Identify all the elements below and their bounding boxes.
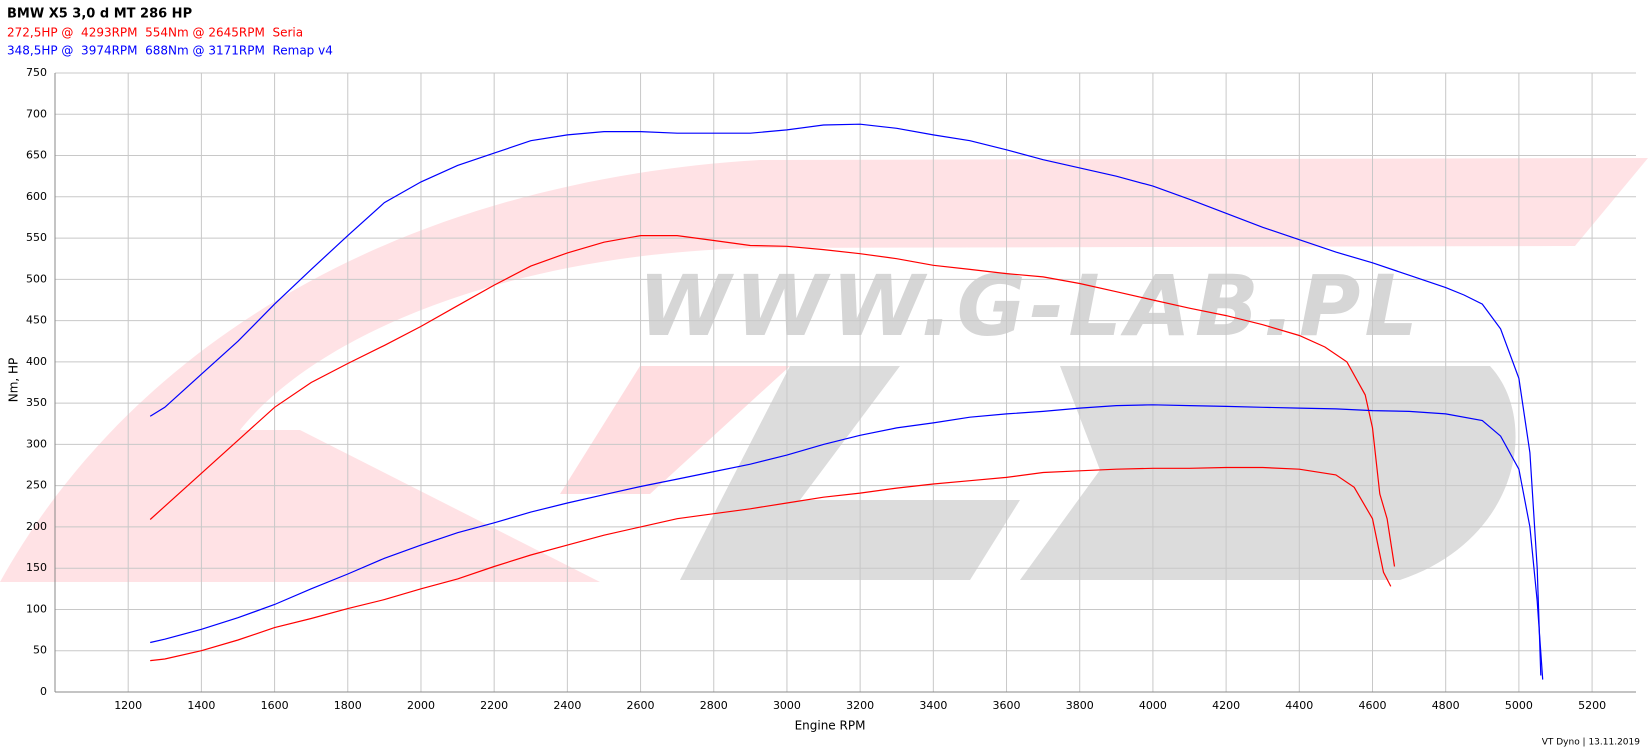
y-tick-label: 400 [26,355,47,368]
y-tick-label: 50 [33,644,47,657]
y-tick-label: 750 [26,66,47,79]
y-tick-label: 350 [26,396,47,409]
y-tick-label: 150 [26,561,47,574]
series-line [149,123,1542,676]
x-tick-label: 3200 [846,699,874,712]
y-tick-label: 650 [26,149,47,162]
x-tick-label: 4000 [1139,699,1167,712]
y-tick-label: 700 [26,107,47,120]
y-tick-label: 550 [26,231,47,244]
y-tick-label: 600 [26,190,47,203]
x-tick-label: 3000 [773,699,801,712]
x-tick-label: 2200 [480,699,508,712]
x-tick-label: 3800 [1066,699,1094,712]
x-tick-label: 1600 [261,699,289,712]
x-tick-label: 4400 [1285,699,1313,712]
series-line [150,404,1544,680]
x-tick-label: 5000 [1505,699,1533,712]
x-tick-label: 4800 [1432,699,1460,712]
watermark-logo [0,158,1648,582]
y-tick-label: 200 [26,520,47,533]
y-tick-label: 100 [26,602,47,615]
watermark-text: WWW.G-LAB.PL [638,257,1422,355]
x-tick-label: 1200 [114,699,142,712]
x-tick-label: 4600 [1359,699,1387,712]
x-tick-label: 5200 [1578,699,1606,712]
x-axis-label: Engine RPM [795,719,866,733]
y-tick-label: 250 [26,479,47,492]
x-tick-label: 1400 [187,699,215,712]
series-line [150,466,1392,662]
x-tick-label: 3600 [993,699,1021,712]
watermark-swoosh [0,158,1648,582]
series-line [149,235,1396,567]
chart-title: BMW X5 3,0 d MT 286 HP [7,7,192,22]
x-tick-label: 1800 [334,699,362,712]
watermark-shape [1020,366,1516,580]
watermark-shape [560,366,790,494]
legend-entry: 348,5HP @ 3974RPM 688Nm @ 3171RPM Remap … [7,44,333,58]
y-tick-label: 0 [40,685,47,698]
x-tick-label: 2800 [700,699,728,712]
x-tick-label: 2400 [553,699,581,712]
x-tick-label: 2000 [407,699,435,712]
x-tick-label: 3400 [919,699,947,712]
footer: VT Dyno | 13.11.2019 [1542,738,1641,748]
x-tick-label: 4200 [1212,699,1240,712]
y-axis-label: Nm, HP [7,358,21,403]
y-tick-label: 450 [26,314,47,327]
legend-entry: 272,5HP @ 4293RPM 554Nm @ 2645RPM Seria [7,26,303,40]
y-tick-label: 300 [26,437,47,450]
x-tick-label: 2600 [627,699,655,712]
y-tick-label: 500 [26,272,47,285]
